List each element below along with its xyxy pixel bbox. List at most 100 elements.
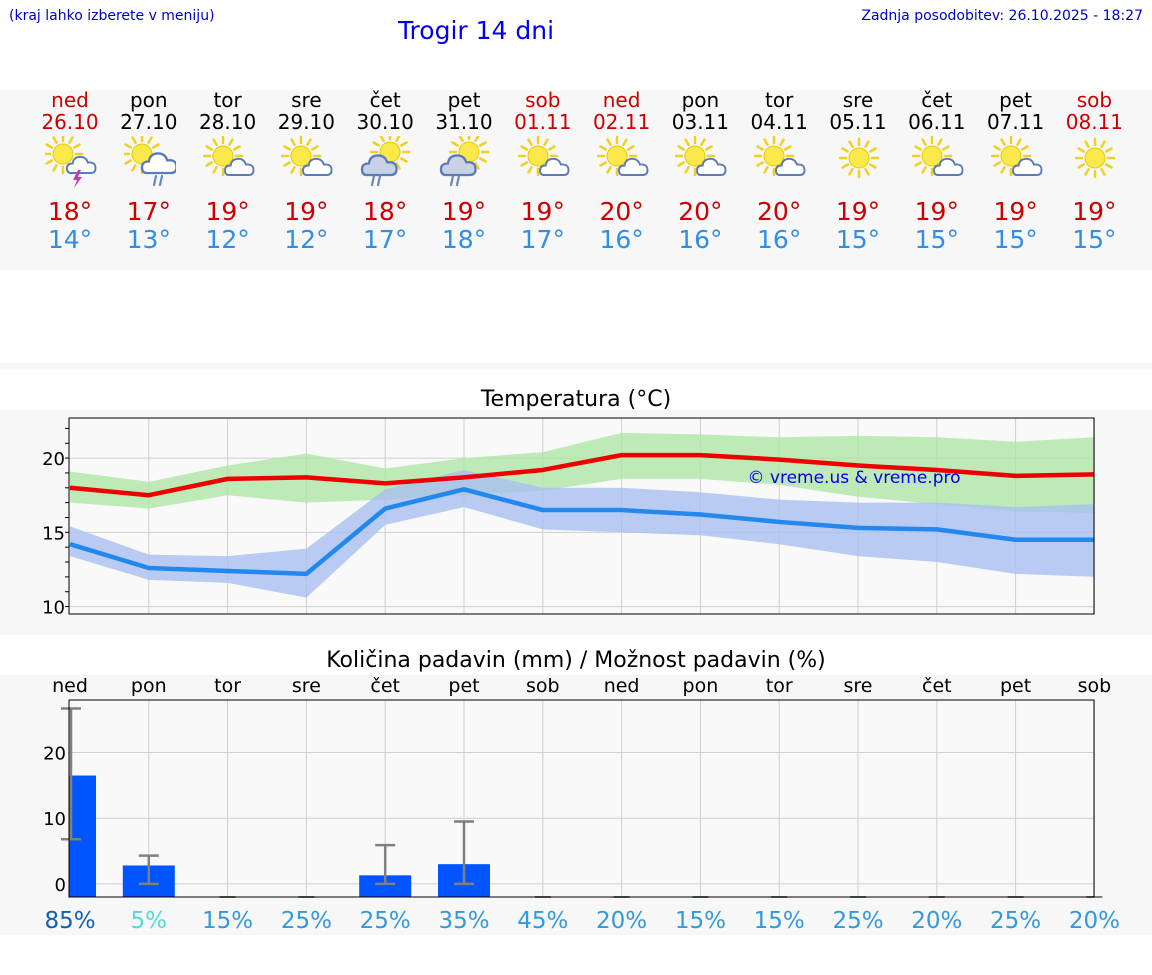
temperature-chart-title: Temperatura (°C) — [480, 387, 672, 412]
sun-small-cloud-icon — [990, 136, 1043, 177]
day-date: 04.11 — [750, 110, 808, 134]
sun-small-cloud-icon — [675, 136, 727, 177]
x-tick-label: pet — [448, 675, 479, 697]
cloud-shape — [775, 157, 806, 176]
max-temperature: 19° — [835, 197, 881, 226]
day-date: 30.10 — [356, 110, 414, 134]
day-name: sre — [291, 88, 322, 112]
sun-small-cloud-icon — [911, 136, 964, 177]
precipitation-chance: 45% — [517, 908, 568, 934]
day-date: 27.10 — [120, 110, 178, 134]
sun-shape — [838, 137, 880, 179]
plot-frame — [68, 417, 1095, 615]
precipitation-chart-title: Količina padavin (mm) / Možnost padavin … — [326, 648, 826, 673]
min-temperature: 13° — [126, 225, 171, 254]
min-temperature: 15° — [835, 225, 881, 254]
x-tick-label: pon — [131, 675, 167, 697]
sun-shape — [1075, 137, 1116, 179]
max-temperature: 19° — [1072, 197, 1117, 226]
min-temperature: 17° — [363, 225, 408, 254]
day-date: 02.11 — [592, 110, 651, 134]
cloud-sun-rain-icon — [439, 136, 490, 187]
precipitation-chance: 25% — [832, 908, 883, 934]
day-name: tor — [765, 88, 794, 112]
max-temperature: 20° — [678, 197, 723, 226]
precipitation-chance: 5% — [131, 908, 168, 934]
day-name: pon — [681, 88, 720, 112]
location-hint[interactable]: (kraj lahko izberete v meniju) — [9, 8, 215, 24]
x-tick-label: pon — [683, 675, 719, 697]
max-temperature: 20° — [599, 197, 644, 226]
x-tick-label: sre — [292, 675, 321, 697]
watermark: © vreme.us & vreme.pro — [747, 468, 960, 488]
day-name: ned — [602, 88, 641, 112]
sun-small-cloud-icon — [281, 136, 333, 177]
cloud-shape — [617, 157, 649, 176]
precipitation-chance: 85% — [44, 908, 95, 934]
min-temperature: 15° — [1072, 225, 1117, 254]
precipitation-chance: 25% — [281, 908, 332, 934]
max-temperature: 20° — [757, 197, 802, 226]
max-temperature: 19° — [205, 197, 250, 226]
precipitation-chance: 15% — [202, 908, 253, 934]
day-name: čet — [369, 88, 401, 112]
sun-icon — [838, 137, 880, 179]
max-temperature: 18° — [47, 197, 93, 226]
last-updated: Zadnja posodobitev: 26.10.2025 - 18:27 — [861, 8, 1143, 24]
rain-drops — [371, 174, 382, 187]
x-tick-label: ned — [52, 675, 88, 697]
x-tick-label: pet — [1000, 675, 1031, 697]
sun-shape — [45, 136, 84, 175]
day-date: 26.10 — [41, 110, 99, 134]
x-tick-label: tor — [214, 675, 241, 697]
precipitation-chance: 20% — [911, 908, 962, 934]
tmax-line — [69, 452, 1095, 498]
separator-band — [0, 363, 1152, 369]
days-band — [0, 90, 1152, 270]
x-tick-label: ned — [604, 675, 640, 697]
plot-frame — [68, 699, 1095, 898]
day-date: 06.11 — [908, 110, 966, 134]
sun-cloud-thunder-icon — [45, 136, 97, 188]
tmin-line — [69, 487, 1095, 577]
x-tick-label: sob — [1078, 675, 1112, 697]
day-name: ned — [51, 88, 89, 112]
day-name: sob — [525, 88, 561, 112]
sun-cloud-rain-icon — [123, 136, 176, 187]
x-tick-label: tor — [766, 675, 793, 697]
day-date: 05.11 — [829, 110, 887, 134]
max-temperature: 17° — [126, 197, 171, 226]
min-temperature: 16° — [599, 225, 644, 254]
day-date: 31.10 — [435, 110, 493, 134]
cloud-shape — [1011, 157, 1043, 176]
x-tick-label: sre — [844, 675, 873, 697]
day-date: 03.11 — [671, 110, 730, 134]
precipitation-chance: 20% — [1069, 908, 1120, 934]
plot-area — [69, 700, 1094, 897]
sun-shape — [754, 136, 795, 177]
tmin-range-band — [70, 469, 1095, 598]
cloud-shape — [223, 157, 255, 176]
precipitation-chance: 25% — [990, 908, 1041, 934]
min-temperature: 14° — [47, 225, 93, 254]
precipitation-bar — [69, 775, 96, 897]
day-name: čet — [921, 88, 953, 112]
cloud-shape — [696, 157, 727, 176]
max-temperature: 19° — [441, 197, 487, 226]
cloud-shape — [302, 157, 333, 176]
day-name: sre — [842, 88, 874, 112]
rain-drops — [152, 174, 163, 187]
min-temperature: 15° — [993, 225, 1038, 254]
cloud-shape — [140, 152, 176, 175]
day-date: 07.11 — [986, 110, 1045, 134]
cloud-shape — [538, 157, 570, 176]
y-tick-label: 10 — [42, 598, 65, 619]
min-temperature: 15° — [914, 225, 959, 254]
x-tick-label: sob — [526, 675, 560, 697]
tmax-range-band — [70, 432, 1095, 514]
y-tick-label: 20 — [43, 744, 66, 765]
sun-shape — [281, 136, 322, 177]
max-temperature: 19° — [284, 197, 329, 226]
precipitation-chance: 15% — [675, 908, 726, 934]
max-temperature: 18° — [363, 197, 408, 226]
